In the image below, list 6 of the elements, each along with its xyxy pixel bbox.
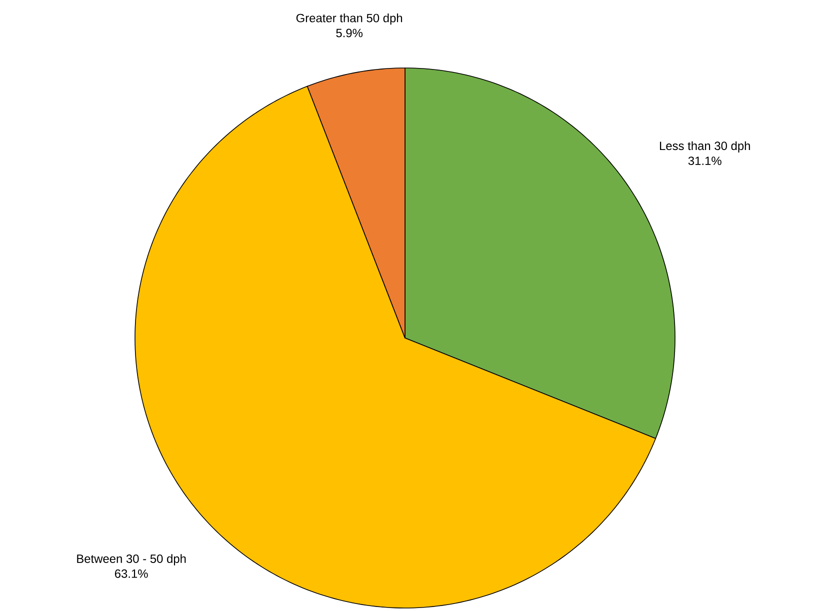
data-label: 31.1% bbox=[688, 156, 722, 166]
data-label: 5.9% bbox=[336, 28, 363, 38]
slice-label: Greater than 50 dph bbox=[296, 14, 402, 25]
slice-label: Between 30 - 50 dph bbox=[77, 554, 186, 566]
slice-label: Less than 30 dph bbox=[660, 141, 750, 152]
data-label: 63.1% bbox=[114, 569, 148, 578]
